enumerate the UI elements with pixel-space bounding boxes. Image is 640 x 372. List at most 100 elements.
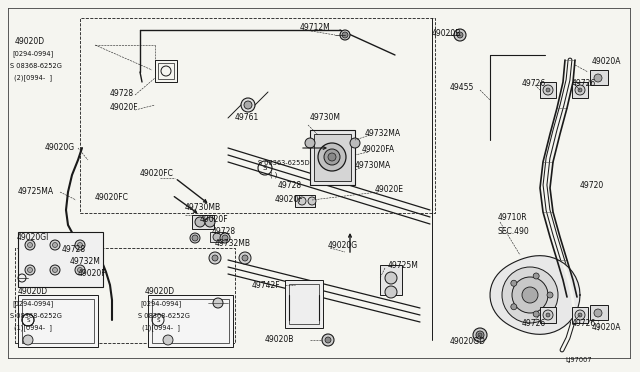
- Text: 49726: 49726: [522, 78, 547, 87]
- Bar: [80, 18, 435, 213]
- Text: S 08368-6252G: S 08368-6252G: [138, 313, 190, 319]
- Text: [0294-0994]: [0294-0994]: [12, 51, 53, 57]
- Text: 49730M: 49730M: [310, 113, 341, 122]
- Text: 49742F: 49742F: [252, 280, 280, 289]
- Circle shape: [242, 255, 248, 261]
- Circle shape: [222, 235, 228, 241]
- Text: 49020GI: 49020GI: [17, 234, 49, 243]
- Bar: [148, 295, 233, 347]
- Polygon shape: [490, 256, 580, 334]
- Circle shape: [318, 143, 346, 171]
- Text: 49712M: 49712M: [300, 23, 331, 32]
- Text: (1)[0994-  ]: (1)[0994- ]: [14, 325, 52, 331]
- Text: 49020F: 49020F: [275, 196, 303, 205]
- Circle shape: [325, 337, 331, 343]
- Circle shape: [25, 240, 35, 250]
- Circle shape: [342, 32, 348, 38]
- Bar: [380, 265, 402, 295]
- Text: 49020B: 49020B: [432, 29, 461, 38]
- Text: 49728: 49728: [62, 246, 86, 254]
- Bar: [155, 60, 177, 82]
- Bar: [295, 195, 315, 207]
- Text: LJ97007: LJ97007: [565, 357, 591, 363]
- Circle shape: [305, 138, 315, 148]
- Text: 49020A: 49020A: [592, 58, 621, 67]
- Circle shape: [533, 311, 539, 317]
- Bar: [158, 63, 174, 79]
- Circle shape: [473, 328, 487, 342]
- Text: 49730MA: 49730MA: [355, 160, 391, 170]
- Text: 49725MA: 49725MA: [18, 187, 54, 196]
- Text: 49020D: 49020D: [15, 38, 45, 46]
- Circle shape: [476, 331, 484, 339]
- Circle shape: [478, 333, 482, 337]
- Circle shape: [340, 30, 350, 40]
- Text: S: S: [156, 317, 160, 323]
- Circle shape: [575, 310, 585, 320]
- Text: 49726: 49726: [522, 318, 547, 327]
- Text: 49020F: 49020F: [78, 269, 107, 279]
- Circle shape: [163, 335, 173, 345]
- Bar: [152, 299, 229, 343]
- Circle shape: [50, 265, 60, 275]
- Bar: [540, 82, 556, 98]
- Circle shape: [23, 335, 33, 345]
- Circle shape: [28, 243, 33, 247]
- Circle shape: [385, 286, 397, 298]
- Text: 49728: 49728: [212, 228, 236, 237]
- Text: S: S: [263, 165, 267, 171]
- Text: 49020G: 49020G: [45, 144, 75, 153]
- Circle shape: [594, 74, 602, 82]
- Bar: [18, 295, 98, 347]
- Text: 49732MB: 49732MB: [215, 240, 251, 248]
- Circle shape: [578, 313, 582, 317]
- Text: 49020FA: 49020FA: [362, 145, 395, 154]
- Text: 49728: 49728: [278, 180, 302, 189]
- Circle shape: [454, 29, 466, 41]
- Circle shape: [522, 287, 538, 303]
- Circle shape: [546, 88, 550, 92]
- Circle shape: [25, 265, 35, 275]
- Bar: [192, 215, 214, 229]
- Circle shape: [209, 252, 221, 264]
- Text: 49020G: 49020G: [328, 241, 358, 250]
- Text: SEC.490: SEC.490: [498, 228, 530, 237]
- Circle shape: [77, 267, 83, 273]
- Text: 49720: 49720: [580, 180, 604, 189]
- Circle shape: [533, 273, 539, 279]
- Circle shape: [546, 313, 550, 317]
- Circle shape: [190, 233, 200, 243]
- Circle shape: [213, 298, 223, 308]
- Text: 49730MB: 49730MB: [185, 203, 221, 212]
- Text: [0294-0994]: [0294-0994]: [140, 301, 181, 307]
- Circle shape: [575, 85, 585, 95]
- Circle shape: [239, 252, 251, 264]
- Circle shape: [195, 217, 205, 227]
- Circle shape: [578, 88, 582, 92]
- Bar: [572, 307, 588, 323]
- Text: 49020F: 49020F: [110, 103, 139, 112]
- Bar: [590, 70, 608, 85]
- Circle shape: [298, 197, 306, 205]
- Text: 49761: 49761: [235, 113, 259, 122]
- Circle shape: [75, 265, 85, 275]
- Text: [0294-0994]: [0294-0994]: [12, 301, 53, 307]
- Circle shape: [241, 98, 255, 112]
- Circle shape: [457, 32, 463, 38]
- Text: 49455: 49455: [450, 83, 474, 93]
- Circle shape: [543, 85, 553, 95]
- Circle shape: [52, 267, 58, 273]
- Text: S 08368-6252G: S 08368-6252G: [10, 313, 62, 319]
- Bar: [15, 248, 235, 343]
- Circle shape: [385, 272, 397, 284]
- Circle shape: [308, 197, 316, 205]
- Circle shape: [77, 243, 83, 247]
- Circle shape: [502, 267, 558, 323]
- Text: (1)[0994-  ]: (1)[0994- ]: [142, 325, 180, 331]
- Text: (2)[0994-  ]: (2)[0994- ]: [14, 75, 52, 81]
- Text: 49020A: 49020A: [592, 324, 621, 333]
- Text: ( ): ( ): [270, 172, 277, 178]
- Text: 49732MA: 49732MA: [365, 128, 401, 138]
- Circle shape: [512, 277, 548, 313]
- Circle shape: [192, 235, 198, 241]
